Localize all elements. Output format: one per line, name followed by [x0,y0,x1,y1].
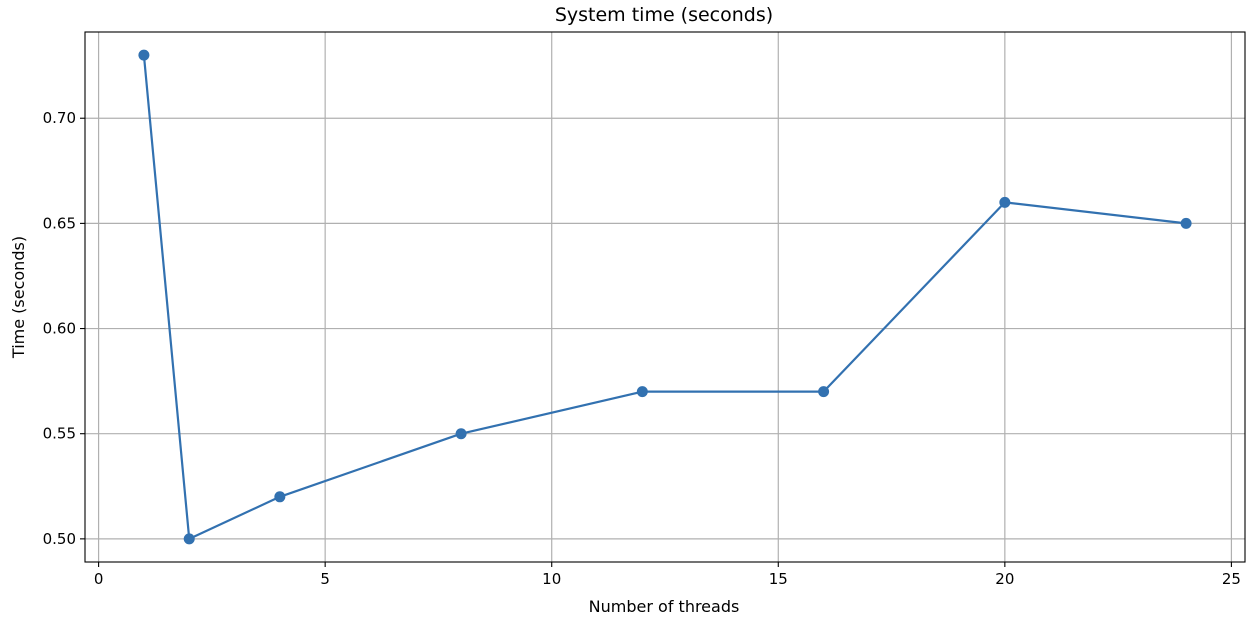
x-tick-label: 20 [995,570,1014,588]
x-axis-label: Number of threads [589,597,740,616]
data-point [636,386,648,398]
data-point [138,49,150,61]
data-point [274,491,286,503]
x-tick-label: 25 [1222,570,1241,588]
y-axis-ticks: 0.50 0.55 0.60 0.65 0.70 [43,109,85,548]
grid [85,32,1245,562]
x-tick-label: 0 [94,570,104,588]
y-axis-label: Time (seconds) [9,236,28,359]
series-layer [138,49,1192,545]
chart-title: System time (seconds) [555,4,773,26]
y-tick-label: 0.50 [43,530,76,548]
x-tick-label: 10 [542,570,561,588]
x-tick-label: 15 [769,570,788,588]
data-point [818,386,830,398]
x-axis-ticks: 0 5 10 15 20 25 [94,562,1241,588]
y-tick-label: 0.55 [43,425,76,443]
data-point [455,428,467,440]
series-line [142,55,1187,540]
data-point [999,196,1011,208]
y-tick-label: 0.70 [43,109,76,127]
data-point [1180,217,1192,229]
plot-area-frame [84,31,1246,563]
y-tick-label: 0.60 [43,320,76,338]
x-tick-label: 5 [320,570,330,588]
y-tick-label: 0.65 [43,214,76,232]
data-point [183,533,195,545]
